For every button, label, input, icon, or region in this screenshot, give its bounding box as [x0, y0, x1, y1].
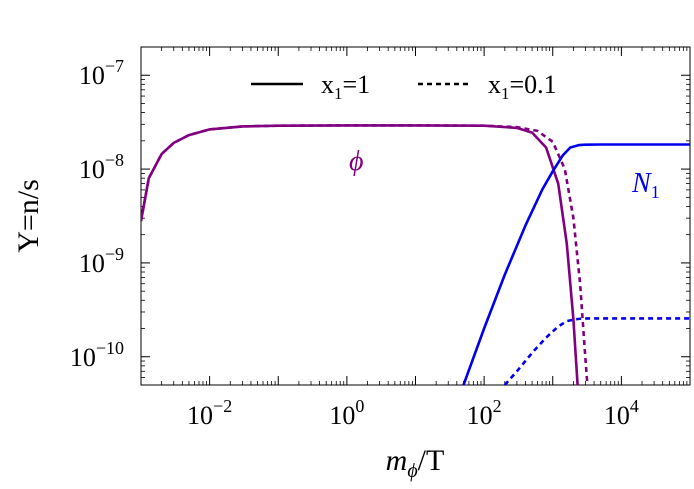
y-axis-label: Y=n/s: [12, 179, 45, 253]
y-tick-label: 10−9: [79, 244, 124, 278]
legend-label-dashed: x1=0.1: [488, 70, 557, 103]
plot-frame: [140, 46, 691, 386]
series-line-N1-solid: [462, 143, 690, 385]
x-tick-label: 102: [467, 396, 502, 430]
series-line-phi-dashed: [141, 124, 589, 385]
axis-ticks: [140, 46, 691, 385]
series-line-N1-dashed: [503, 317, 690, 385]
legend: x1=1 x1=0.1: [251, 70, 557, 103]
y-tick-label: 10−8: [79, 150, 124, 184]
x-axis-label: mϕ/T: [386, 444, 445, 482]
y-tick-label: 10−7: [79, 56, 124, 90]
tick-labels: 10−2 100 102 104 10−10 10−9 10−8 10−7: [70, 56, 639, 430]
x-tick-label: 100: [329, 396, 364, 430]
phi-curve-label: ϕ: [349, 146, 364, 177]
y-tick-label: 10−10: [70, 338, 124, 372]
x-tick-label: 104: [604, 396, 639, 430]
legend-label-solid: x1=1: [321, 70, 370, 103]
series-layer: [141, 124, 690, 385]
n1-curve-label: N1: [631, 168, 660, 202]
x-tick-label: 10−2: [187, 396, 232, 430]
